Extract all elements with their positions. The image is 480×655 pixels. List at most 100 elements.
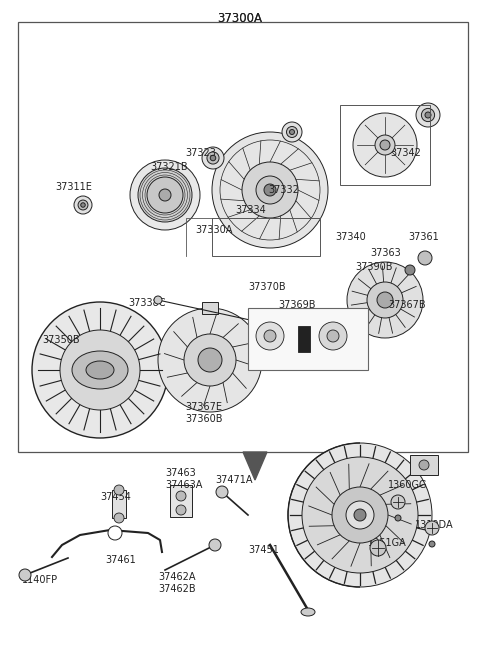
Text: 1310DA: 1310DA [415,520,454,530]
Circle shape [319,322,347,350]
Circle shape [264,330,276,342]
Text: 37367E: 37367E [185,402,222,412]
Bar [212,218,320,256]
Circle shape [212,132,328,248]
Circle shape [154,296,162,304]
Circle shape [209,539,221,551]
Text: 37370B: 37370B [248,282,286,292]
Bar [202,302,218,314]
Text: 37340: 37340 [335,232,366,242]
Circle shape [210,155,216,160]
Circle shape [418,251,432,265]
Circle shape [416,103,440,127]
Text: 37338C: 37338C [128,298,166,308]
Circle shape [159,189,171,201]
Text: 37463A: 37463A [165,480,203,490]
Circle shape [282,122,302,142]
Circle shape [380,140,390,150]
Circle shape [216,486,228,498]
Circle shape [176,505,186,515]
Text: 37461: 37461 [105,555,136,565]
Circle shape [202,147,224,169]
Circle shape [147,177,183,213]
Bar [298,326,310,352]
Circle shape [114,485,124,495]
Text: 37321B: 37321B [150,162,188,172]
Text: 37363: 37363 [370,248,401,258]
Bar [340,105,430,185]
Circle shape [207,152,219,164]
Circle shape [425,112,431,118]
Text: 37300A: 37300A [217,12,263,25]
Circle shape [114,513,124,523]
Circle shape [289,130,295,134]
Circle shape [256,322,284,350]
Text: 37330A: 37330A [195,225,232,235]
Text: 37360B: 37360B [185,414,223,424]
Circle shape [421,108,434,122]
Circle shape [354,509,366,521]
Bar [170,485,192,517]
Circle shape [353,113,417,177]
Circle shape [332,487,388,543]
Circle shape [419,460,429,470]
Circle shape [327,330,339,342]
Bar [18,22,468,452]
Text: 37300A: 37300A [217,12,263,25]
Circle shape [176,491,186,501]
Text: 37462B: 37462B [158,584,196,594]
Text: 1140FP: 1140FP [22,575,58,585]
Text: 1360GG: 1360GG [388,480,428,490]
Circle shape [287,126,298,138]
Circle shape [429,541,435,547]
Ellipse shape [86,361,114,379]
Circle shape [347,262,423,338]
Circle shape [405,265,415,275]
Circle shape [346,501,374,529]
Text: 37390B: 37390B [355,262,393,272]
Circle shape [242,162,298,218]
Circle shape [302,457,418,573]
Circle shape [74,196,92,214]
Circle shape [367,282,403,318]
Bar [112,490,126,518]
Text: 37342: 37342 [390,148,421,158]
Bar [248,308,368,370]
Circle shape [425,521,439,535]
Circle shape [60,330,140,410]
Circle shape [288,443,432,587]
Circle shape [264,184,276,196]
Circle shape [370,540,386,556]
Text: 37334: 37334 [235,205,266,215]
Bar [410,455,438,475]
Ellipse shape [301,608,315,616]
Circle shape [19,569,31,581]
Text: 37311E: 37311E [55,182,92,192]
Polygon shape [243,452,267,480]
Text: 37454: 37454 [100,492,131,502]
Text: 37368B: 37368B [258,332,296,342]
Text: 37367B: 37367B [388,300,426,310]
Circle shape [375,135,395,155]
Circle shape [78,200,88,210]
Circle shape [198,348,222,372]
Circle shape [391,495,405,509]
Text: 37332: 37332 [268,185,299,195]
Circle shape [32,302,168,438]
Circle shape [158,308,262,412]
Text: 37369B: 37369B [278,300,315,310]
Text: 37361: 37361 [408,232,439,242]
Text: 37463: 37463 [165,468,196,478]
Text: 37462A: 37462A [158,572,195,582]
Circle shape [138,168,192,222]
Circle shape [108,526,122,540]
Text: 37323: 37323 [185,148,216,158]
Circle shape [256,176,284,204]
Text: 37451: 37451 [248,545,279,555]
Ellipse shape [72,351,128,389]
Circle shape [395,515,401,521]
Circle shape [130,160,200,230]
Circle shape [184,334,236,386]
Text: 37471A: 37471A [215,475,252,485]
Circle shape [377,292,393,308]
